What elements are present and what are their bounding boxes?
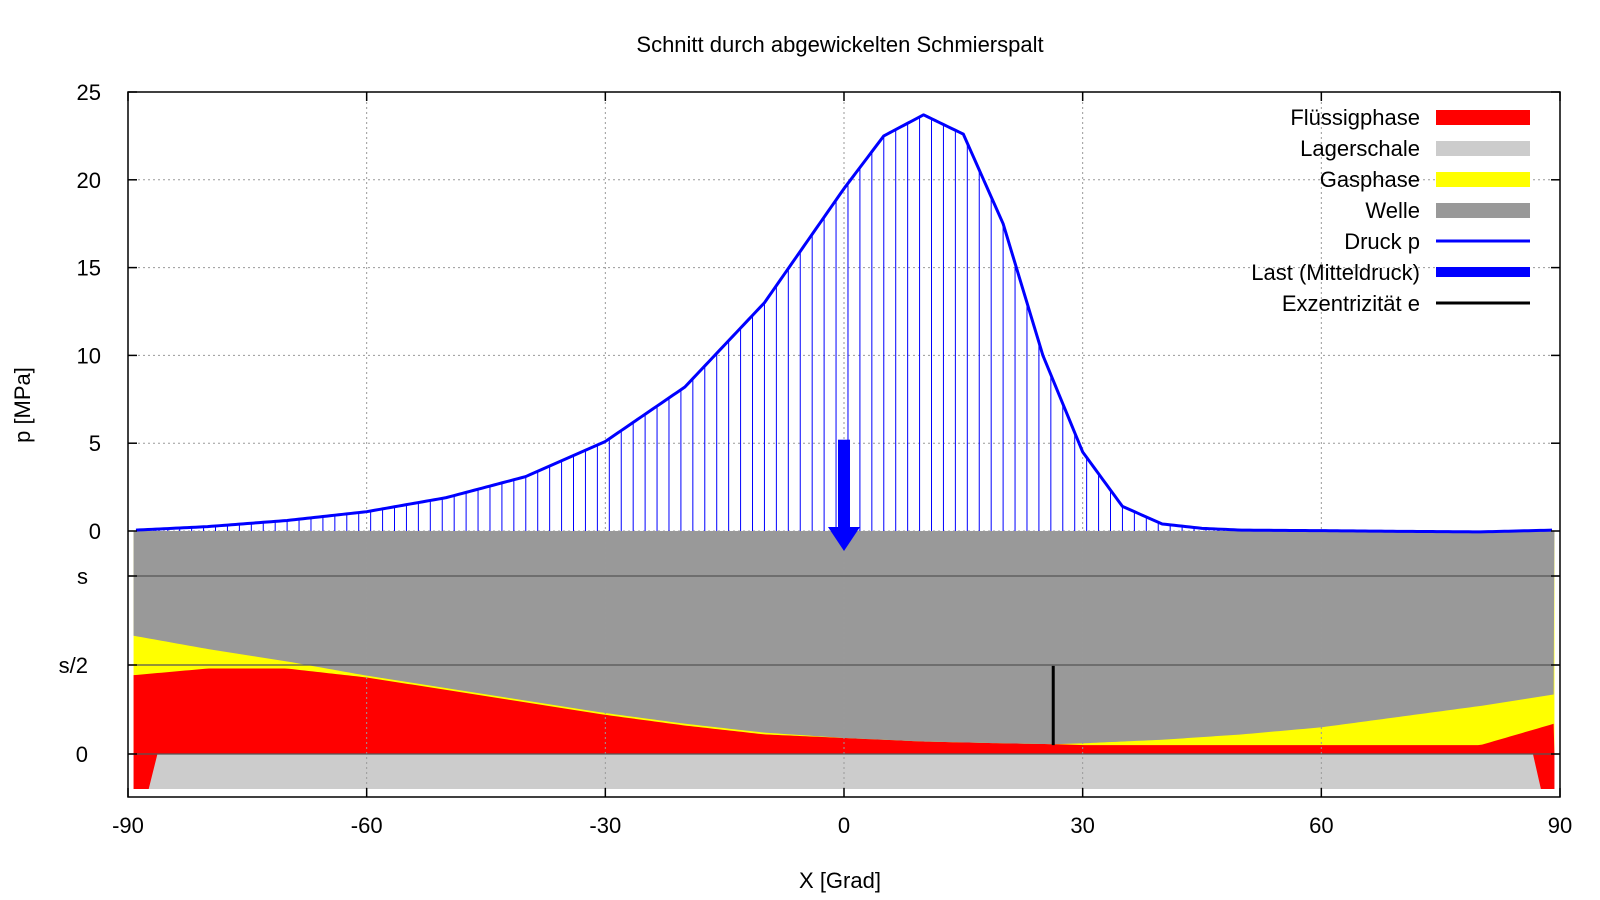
chart-title: Schnitt durch abgewickelten Schmierspalt: [636, 32, 1043, 57]
y-tick-label: 25: [77, 80, 101, 105]
gap-tick-label: 0: [76, 742, 88, 767]
y-tick-label: 15: [77, 256, 101, 281]
legend-label: Lagerschale: [1300, 136, 1420, 161]
legend-swatch: [1436, 110, 1530, 125]
y-axis-title: p [MPa]: [10, 367, 35, 443]
x-tick-label: 30: [1070, 813, 1094, 838]
liquid-pocket-right: [1532, 754, 1555, 789]
y-tick-label: 5: [89, 431, 101, 456]
legend-label: Druck p: [1344, 229, 1420, 254]
x-axis-title: X [Grad]: [799, 868, 881, 893]
y-tick-label: 20: [77, 168, 101, 193]
gap-tick-label: s/2: [59, 653, 88, 678]
pressure-curve: [135, 113, 1553, 534]
axes: -90 -60 -30 0 30 60 90 0 5 10 15 20 25 0 s/2 s: [59, 80, 1573, 838]
legend-label: Gasphase: [1320, 167, 1420, 192]
liquid-pocket-left: [133, 754, 158, 789]
x-tick-label: -30: [589, 813, 621, 838]
legend-label: Welle: [1365, 198, 1420, 223]
gap-section: [133, 531, 1555, 789]
load-arrow-shaft: [838, 439, 850, 527]
legend-swatch: [1436, 203, 1530, 218]
pressure-area: [135, 113, 1553, 746]
x-tick-label: 90: [1548, 813, 1572, 838]
y-tick-label: 0: [89, 519, 101, 544]
gap-tick-label: s: [77, 564, 88, 589]
legend-label: Flüssigphase: [1290, 105, 1420, 130]
y-tick-label: 10: [77, 343, 101, 368]
legend-label: Exzentrizität e: [1282, 291, 1420, 316]
legend-swatch: [1436, 141, 1530, 156]
x-tick-label: 60: [1309, 813, 1333, 838]
load-arrow-head: [828, 527, 860, 551]
x-tick-label: -60: [351, 813, 383, 838]
legend-swatch: [1436, 172, 1530, 187]
liquid-phase-area: [133, 668, 1555, 754]
x-tick-label: -90: [112, 813, 144, 838]
legend: Flüssigphase Lagerschale Gasphase Welle Druc…: [1251, 105, 1530, 316]
x-tick-label: 0: [838, 813, 850, 838]
legend-label: Last (Mitteldruck): [1251, 260, 1420, 285]
